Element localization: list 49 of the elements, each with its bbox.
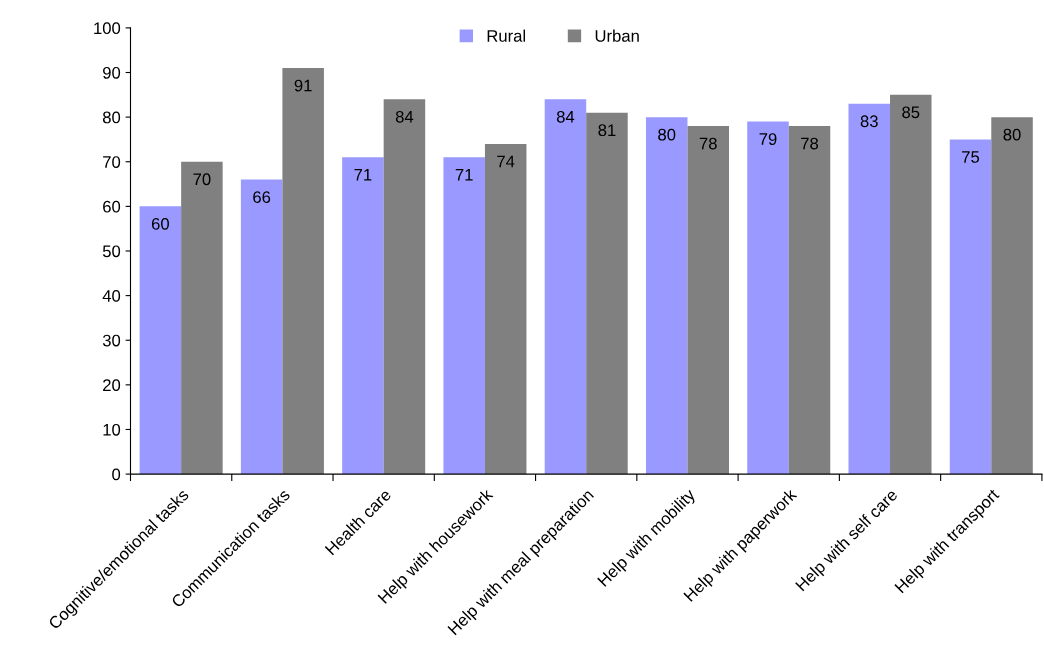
bar	[991, 117, 1033, 475]
legend-label: Urban	[595, 29, 639, 42]
bar	[586, 112, 628, 475]
y-tick-label: 40	[102, 290, 121, 302]
y-tick-label: 20	[103, 379, 121, 392]
bar	[342, 157, 384, 475]
y-tick-label: 70	[103, 156, 121, 168]
data-label: 78	[801, 137, 819, 150]
y-tick-label: 80	[102, 111, 121, 124]
data-label: 80	[658, 128, 676, 141]
data-label: 60	[151, 217, 169, 230]
data-label: 75	[962, 151, 980, 163]
bar	[443, 157, 485, 475]
bar	[645, 117, 688, 475]
bar	[282, 68, 324, 475]
bar	[848, 103, 891, 475]
data-label: 71	[354, 169, 372, 181]
y-tick-label: 90	[103, 66, 121, 79]
bar	[544, 99, 587, 475]
data-label: 70	[193, 173, 211, 186]
data-label: 74	[497, 155, 515, 168]
bar	[383, 99, 426, 475]
bar	[139, 206, 182, 475]
data-label: 80	[1003, 128, 1021, 141]
data-label: 66	[253, 191, 271, 203]
bar	[484, 143, 527, 475]
bar	[788, 126, 831, 475]
bar	[747, 121, 789, 475]
y-tick-label: 60	[103, 200, 121, 213]
data-label: 83	[860, 115, 878, 128]
data-label: 85	[902, 106, 920, 119]
data-label: 71	[455, 169, 473, 181]
y-tick-label: 100	[94, 22, 121, 35]
bar	[890, 94, 932, 475]
data-label: 91	[294, 79, 312, 92]
legend-label: Rural	[487, 29, 526, 42]
y-tick-label: 10	[103, 423, 121, 436]
y-tick-label: 0	[112, 468, 121, 481]
data-label: 78	[699, 137, 717, 150]
data-label: 79	[759, 133, 777, 145]
data-label: 81	[598, 124, 616, 137]
data-label: 84	[395, 110, 414, 123]
data-label: 84	[556, 110, 575, 123]
y-tick-label: 30	[102, 334, 121, 347]
bar	[240, 179, 283, 475]
bar	[181, 161, 223, 475]
bar	[949, 139, 992, 475]
bar	[687, 126, 729, 475]
y-tick-label: 50	[102, 245, 121, 258]
